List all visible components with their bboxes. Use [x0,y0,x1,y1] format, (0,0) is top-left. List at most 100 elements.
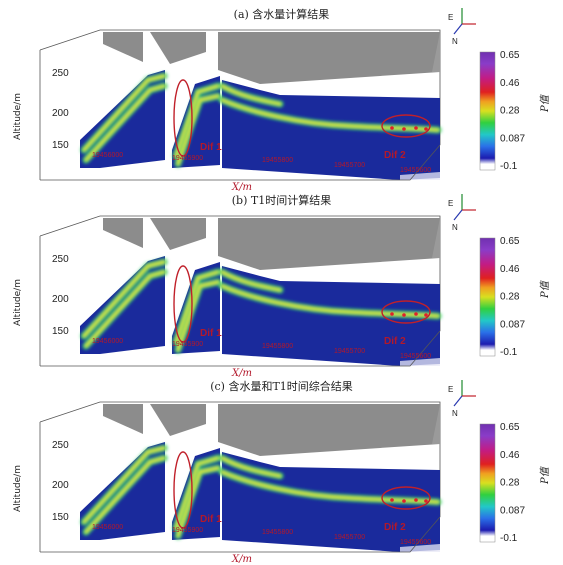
anomaly-core [174,270,220,344]
dif2-ellipse [381,300,431,324]
compass-e-label: E [448,199,453,208]
anomaly-core [220,284,440,318]
bounding-box [39,215,441,366]
hotspot [414,498,418,502]
section-pale-edge [400,544,440,552]
y-tick-label: 250 [52,440,69,451]
y-tick-label: 250 [52,68,69,79]
x-tick-label: 19456000 [92,524,123,531]
colorbar-bar [479,237,496,357]
colorbar-label: P值 [539,93,551,113]
dif2-label: Dif 2 [384,522,406,533]
x-tick-label: 19455700 [334,162,365,169]
anomaly-bands [80,444,442,540]
roof-edge [432,404,440,444]
box-back-edges [39,29,441,145]
x-tick-label: 19455900 [172,527,203,534]
compass-n-axis [453,23,463,35]
colorbar-label: P值 [539,279,551,299]
dif2-label: Dif 2 [384,150,406,161]
bounding-box [39,29,441,180]
anomaly-core [176,280,220,352]
x-axis-label: X/m [231,368,252,379]
hotspot [414,312,418,316]
panel-c: Dif 1 Dif 2 250 200 150 Altitude/m 19456000 194… [13,380,551,565]
colorbar: 0.65 0.46 0.28 0.087 -0.1 P值 [479,50,551,172]
anomaly-core [82,260,166,338]
compass: EN [448,194,476,232]
hotspot [424,313,428,317]
box-front-bottom [40,144,441,181]
hotspot [402,313,406,317]
colorbar-tick-label: 0.28 [500,106,520,117]
roof-left [103,32,143,62]
hotspot [390,498,394,502]
hotspot [424,499,428,503]
roof-right [218,218,440,270]
colorbar-tick-label: 0.65 [500,50,520,61]
colorbar-tick-label: -0.1 [500,533,518,544]
dif1-ellipse [173,265,193,343]
colorbar-tick-label: 0.46 [500,264,520,275]
dif1-ellipse [173,79,193,157]
panel-a-title: (a) 含水量计算结果 [233,8,330,21]
compass: EN [448,8,476,46]
x-tick-label: 19456000 [92,338,123,345]
roof-edge [432,32,440,72]
roof-left [103,218,143,248]
colorbar-tick-label: -0.1 [500,347,518,358]
y-tick-label: 250 [52,254,69,265]
anomaly-core [82,74,166,152]
hotspot [424,127,428,131]
x-tick-label: 19455800 [262,343,293,350]
colorbar-tick-label: 0.46 [500,450,520,461]
panel-c-title: (c) 含水量和T1时间综合结果 [210,380,353,393]
box-back-edges [39,401,441,517]
y-axis-label: Altitude/m [13,93,23,140]
x-tick-label: 19455600 [400,353,431,360]
roof-mid [150,218,206,250]
compass-n-label: N [452,37,458,46]
roof-edge [432,218,440,258]
compass-n-label: N [452,223,458,232]
roof-mid [150,32,206,64]
dif1-ellipse [173,451,193,529]
anomaly-core [176,94,220,166]
x-tick-label: 19455900 [172,341,203,348]
roof-right [218,32,440,84]
anomaly-bands [80,258,442,354]
anomaly-core [84,84,166,162]
colorbar-tick-label: 0.087 [500,319,525,330]
panel-a: Dif 1 Dif 2 250 200 150 Altitude/m 19456000 194… [13,8,551,193]
compass-e-label: E [448,13,453,22]
compass-n-label: N [452,409,458,418]
anomaly-core [220,98,440,132]
section-pale-edge [400,172,440,180]
x-tick-label: 19455900 [172,155,203,162]
anomaly-core [220,456,282,478]
dif1-label: Dif 1 [200,514,222,525]
anomaly-core [84,270,166,348]
x-tick-label: 19455700 [334,348,365,355]
x-axis-label: X/m [231,554,252,565]
hotspot [402,127,406,131]
dif1-label: Dif 1 [200,328,222,339]
colorbar-tick-label: 0.087 [500,505,525,516]
anomaly-core [84,456,166,534]
hotspot [414,126,418,130]
compass-e-label: E [448,385,453,394]
anomaly-bands [80,72,442,168]
x-tick-label: 19455800 [262,157,293,164]
y-tick-label: 150 [52,140,69,151]
x-tick-label: 19456000 [92,152,123,159]
box-front [40,330,441,367]
colorbar-tick-label: 0.46 [500,78,520,89]
box-front [40,144,441,181]
compass-n-axis [453,395,463,407]
anomaly-core [174,456,220,530]
y-tick-label: 150 [52,512,69,523]
panel-b: Dif 1 Dif 2 250 200 150 Altitude/m 19456000 194… [13,194,551,379]
roof-mid [150,404,206,436]
y-tick-label: 200 [52,108,69,119]
box-front-bottom [40,330,441,367]
